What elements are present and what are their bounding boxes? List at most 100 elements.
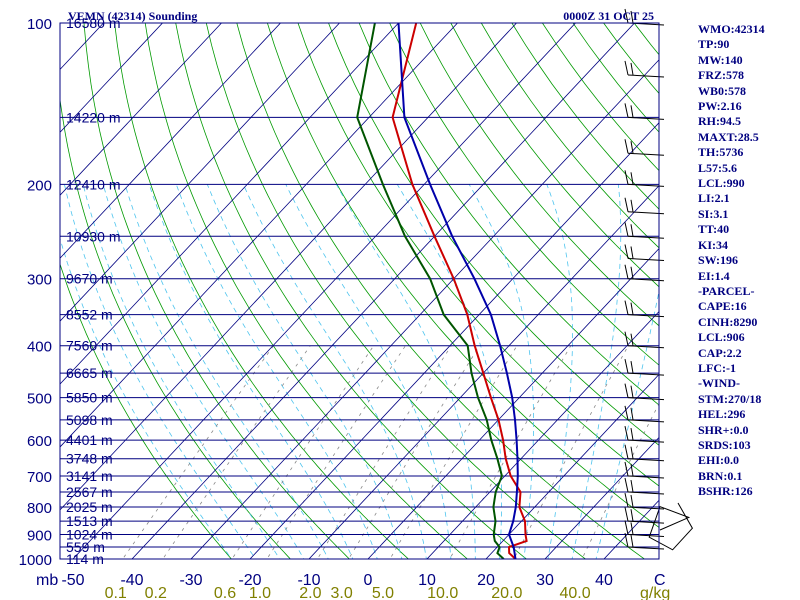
height-label: 3748 m bbox=[66, 451, 113, 467]
sounding-index: FRZ:578 bbox=[698, 68, 744, 83]
wind-barb bbox=[624, 492, 665, 510]
wind-barb-staff bbox=[627, 116, 665, 120]
pressure-tick-label: 500 bbox=[27, 391, 52, 408]
moist-adiabats bbox=[60, 184, 659, 559]
mixing-ratio-tick-label: 0.1 bbox=[105, 585, 127, 600]
dry-adiabat bbox=[419, 23, 659, 327]
mixing-ratio-tick-label: 3.0 bbox=[330, 585, 352, 600]
pressure-tick-label: 600 bbox=[27, 433, 52, 450]
sounding-index: RH:94.5 bbox=[698, 114, 741, 129]
wind-barb-staff bbox=[627, 533, 665, 537]
wind-barb-flag bbox=[630, 522, 634, 535]
temperature-tick-label: -40 bbox=[120, 572, 143, 589]
wind-barb-flag bbox=[630, 172, 634, 185]
sounding-index: TT:40 bbox=[698, 222, 730, 237]
wind-barb-flag bbox=[630, 534, 634, 548]
mixing-ratio-tick-label: 5.0 bbox=[372, 585, 394, 600]
wind-barb-flag bbox=[624, 60, 629, 76]
height-label: 9670 m bbox=[66, 271, 113, 287]
wind-barb bbox=[624, 222, 665, 239]
height-label: 14220 m bbox=[66, 109, 120, 125]
wind-barb-flag bbox=[624, 8, 629, 24]
sounding-index: CINH:8290 bbox=[698, 314, 758, 329]
moist-adiabat bbox=[242, 184, 427, 559]
moist-adiabat bbox=[102, 184, 305, 559]
moist-adiabat bbox=[285, 184, 452, 559]
wind-barb-staff bbox=[627, 278, 665, 282]
wind-barb-flag bbox=[630, 246, 634, 259]
wind-barb-flag bbox=[624, 331, 629, 346]
wind-barb-flag bbox=[624, 222, 629, 237]
wind-barb-staff bbox=[627, 546, 665, 550]
wind-barb-flag bbox=[624, 532, 629, 548]
wind-barb-flag bbox=[624, 300, 629, 315]
sounding-index: MAXT:28.5 bbox=[698, 129, 759, 144]
mixing-ratio-line bbox=[162, 345, 311, 559]
dry-adiabat bbox=[297, 23, 659, 487]
isotherm bbox=[544, 436, 659, 559]
wind-barb-staff bbox=[627, 235, 665, 239]
temperature-tick-label: -30 bbox=[179, 572, 202, 589]
isotherm bbox=[60, 23, 164, 133]
sounding-index: LI:2.1 bbox=[698, 191, 730, 206]
wind-barb-flag bbox=[624, 461, 629, 477]
sounding-index: BSHR:126 bbox=[698, 484, 753, 499]
isotherm bbox=[308, 185, 659, 559]
wind-barb-flag bbox=[624, 507, 629, 522]
chart-datetime: 0000Z 31 OCT 25 bbox=[563, 9, 654, 23]
isotherm bbox=[485, 373, 659, 559]
sounding-index: L57:5.6 bbox=[698, 160, 737, 175]
wind-barb bbox=[624, 359, 665, 376]
hodograph-icon bbox=[648, 502, 694, 551]
wind-barb-flag bbox=[630, 463, 634, 477]
height-label: 5850 m bbox=[66, 390, 113, 406]
sounding-index: STM:270/18 bbox=[698, 391, 762, 406]
isotherm bbox=[367, 248, 659, 559]
isotherm bbox=[60, 23, 400, 385]
mixing-ratio-tick-label: 40.0 bbox=[559, 585, 590, 600]
wind-barb-flag bbox=[630, 407, 634, 420]
wind-barb-flag bbox=[624, 492, 629, 508]
dry-adiabat bbox=[480, 23, 659, 249]
wind-barb-flag bbox=[624, 139, 629, 154]
wind-barb-flag bbox=[624, 264, 629, 279]
wind-barb bbox=[624, 331, 665, 349]
wind-barb bbox=[624, 139, 665, 156]
mixing-ratio-tick-label: 10.0 bbox=[427, 585, 458, 600]
height-label: 10930 m bbox=[66, 228, 120, 244]
wind-barb bbox=[624, 244, 665, 261]
wind-barb bbox=[624, 405, 665, 423]
isotherm bbox=[426, 310, 659, 559]
sounding-index: MW:140 bbox=[698, 52, 743, 67]
wind-barb-flag bbox=[630, 385, 634, 398]
height-label: 4401 m bbox=[66, 432, 113, 448]
moist-adiabat bbox=[124, 184, 329, 559]
isotherm bbox=[249, 122, 659, 559]
mixing-ratio-tick-label: 0.2 bbox=[145, 585, 167, 600]
moist-adiabat bbox=[175, 184, 378, 559]
wind-barbs bbox=[624, 8, 665, 550]
sounding-index: CAP:2.2 bbox=[698, 345, 742, 360]
pressure-tick-label: 200 bbox=[27, 177, 52, 194]
temperature-tick-label: 20 bbox=[477, 572, 495, 589]
height-label: 5098 m bbox=[66, 412, 113, 428]
wind-barb-flag bbox=[630, 141, 634, 154]
moist-adiabat bbox=[82, 184, 281, 559]
sounding-index: CAPE:16 bbox=[698, 299, 747, 314]
dry-adiabat bbox=[267, 23, 659, 528]
sounding-index: PW:2.16 bbox=[698, 99, 742, 114]
mixing-ratio-tick-label: 0.6 bbox=[214, 585, 236, 600]
pressure-tick-label: 300 bbox=[27, 272, 52, 289]
wind-barb-staff bbox=[627, 439, 665, 443]
sounding-index: EI:1.4 bbox=[698, 268, 730, 283]
parcel-trace bbox=[397, 23, 519, 559]
isotherm bbox=[60, 23, 223, 196]
isobars bbox=[60, 22, 659, 560]
temperature-tick-label: -20 bbox=[238, 572, 261, 589]
isotherm bbox=[60, 23, 341, 322]
wind-barb-flag bbox=[630, 446, 634, 459]
wind-barb-staff bbox=[627, 74, 665, 78]
height-label: 8552 m bbox=[66, 307, 113, 323]
sounding-index: -PARCEL- bbox=[698, 283, 755, 298]
hodograph-trace bbox=[648, 502, 694, 551]
